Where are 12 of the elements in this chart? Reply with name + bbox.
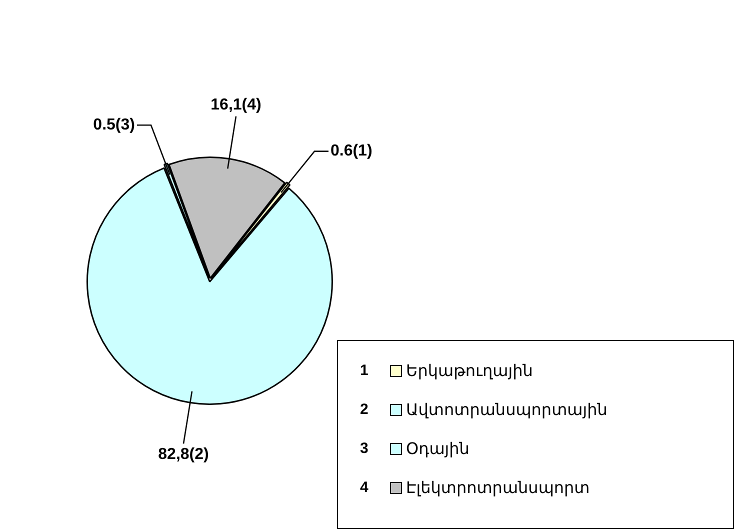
legend-label: Օդային <box>406 439 470 458</box>
data-label: 0.6(1) <box>330 142 372 160</box>
legend-label: Երկաթուղային <box>406 361 533 380</box>
text: 4 <box>360 479 370 496</box>
data-label: 0.5(3) <box>93 116 135 134</box>
data-label: 16,1(4) <box>210 96 262 114</box>
text: 2 <box>360 401 370 418</box>
text: 3 <box>360 440 370 457</box>
legend-label: Էլեկտրոտրանսպորտ <box>406 478 590 497</box>
text: 1 <box>360 362 370 379</box>
data-label: 82,8(2) <box>158 446 209 464</box>
legend-label: Ավտոտրանսպորտային <box>406 400 608 419</box>
